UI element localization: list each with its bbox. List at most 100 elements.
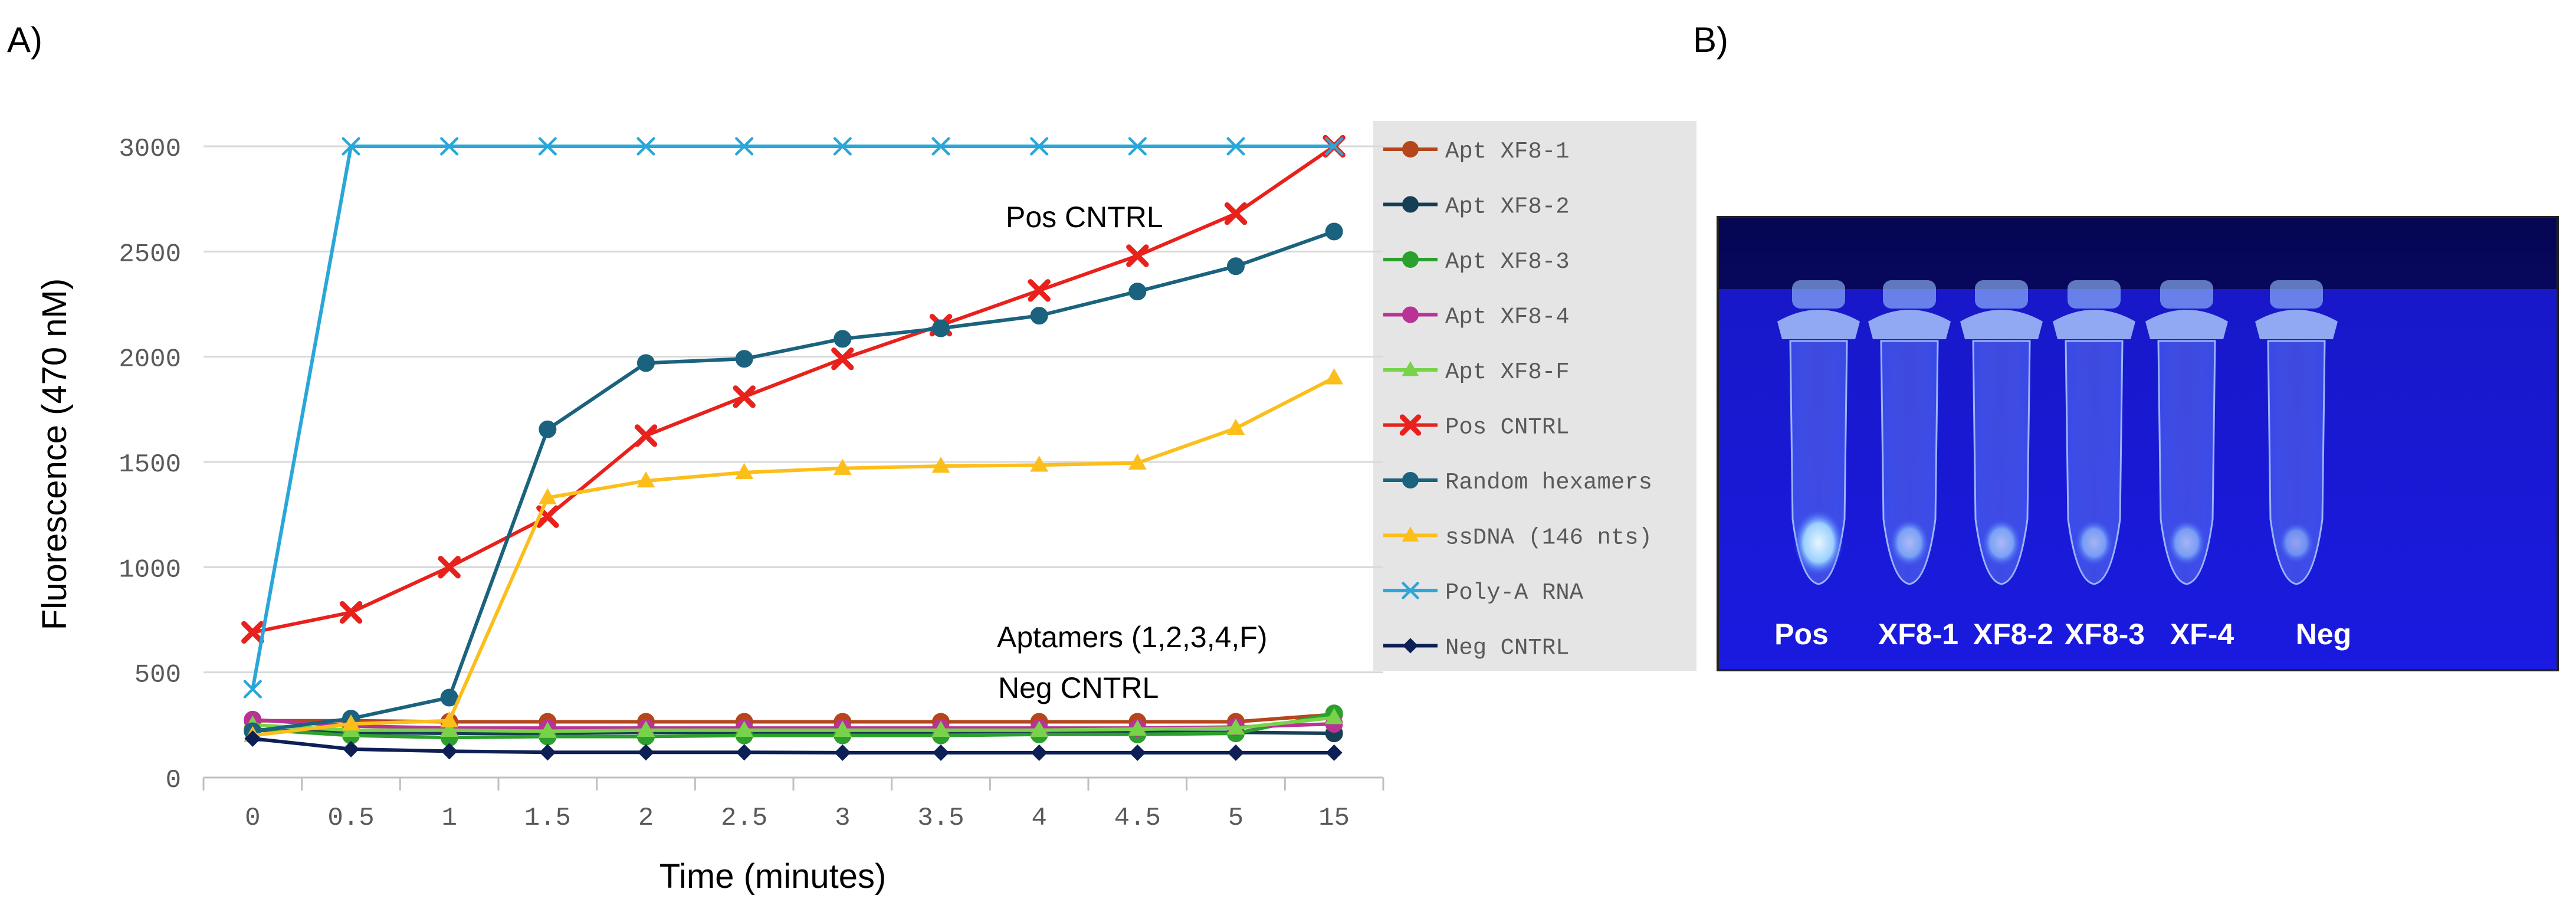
data-point <box>736 744 753 761</box>
tube-label: XF8-3 <box>2065 618 2145 651</box>
tube <box>2053 280 2135 585</box>
y-tick-label: 0 <box>166 766 181 795</box>
panel-b-label: B) <box>1693 20 1728 60</box>
tube-labels: Pos XF8-1 XF8-2 XF8-3 XF-4 Neg <box>1774 618 2351 651</box>
tube-row <box>1777 280 2338 585</box>
data-point <box>833 137 852 156</box>
tube <box>2145 280 2228 585</box>
data-point <box>244 730 261 747</box>
series-line <box>252 737 1334 755</box>
series-line <box>252 376 1335 737</box>
data-point <box>241 621 264 644</box>
tube-lid <box>2068 280 2121 309</box>
tube-body <box>2267 340 2326 585</box>
data-point <box>933 744 949 761</box>
data-point <box>1126 244 1149 267</box>
legend-swatch-marker <box>1402 141 1419 158</box>
data-point <box>441 743 458 760</box>
tube-pellet-glow <box>1890 519 1929 566</box>
x-tick-label: 1 <box>441 804 457 833</box>
line-chart: 0 500 1000 1500 2000 2500 3000 0 0.5 1 1.5 2 2.5 3 3.… <box>35 121 1696 896</box>
legend-entry: ssDNA (146 nts) <box>1383 525 1652 551</box>
tube-lid <box>2160 280 2213 309</box>
data-point <box>834 744 851 761</box>
data-point <box>1129 744 1146 761</box>
data-point <box>638 744 654 761</box>
tube-label: Pos <box>1774 618 1829 651</box>
data-point <box>735 720 754 737</box>
tube-pellet-glow <box>2279 522 2314 563</box>
data-point <box>636 137 655 156</box>
series-pos-cntrl <box>241 135 1346 644</box>
data-point <box>931 720 950 737</box>
data-point <box>1030 720 1049 737</box>
data-point <box>440 720 459 737</box>
data-point <box>1325 137 1344 156</box>
data-point <box>1325 744 1343 761</box>
tube-cap <box>2053 310 2135 339</box>
data-point <box>343 740 359 757</box>
data-point <box>735 350 753 368</box>
legend-swatch-marker <box>1399 414 1422 436</box>
data-point <box>342 137 360 156</box>
x-tick-label: 3.5 <box>917 804 964 833</box>
y-tick-labels: 0 500 1000 1500 2000 2500 3000 <box>119 135 181 795</box>
legend-swatch-marker <box>1402 472 1419 488</box>
data-point <box>1226 137 1245 156</box>
data-point <box>1325 222 1343 241</box>
data-point <box>440 688 458 707</box>
tube-pellet-glow <box>2075 520 2113 566</box>
series-line <box>252 711 1335 740</box>
legend-entry: Pos CNTRL <box>1383 414 1570 441</box>
data-point <box>1031 744 1048 761</box>
legend-entry: Poly-A RNA <box>1383 580 1584 606</box>
data-point <box>342 714 360 731</box>
legend-label: Apt XF8-1 <box>1445 139 1570 165</box>
data-point <box>1030 455 1049 472</box>
series-line <box>252 728 1334 736</box>
data-point <box>539 420 557 438</box>
data-point <box>1325 368 1344 385</box>
data-point <box>833 720 852 737</box>
data-point <box>1228 744 1244 761</box>
legend-label: Neg CNTRL <box>1445 635 1570 661</box>
y-tick-label: 2500 <box>119 240 181 269</box>
legend-swatch-marker <box>1402 582 1419 599</box>
series-apt-xf8-f <box>243 708 1344 738</box>
tube-cap <box>1868 310 1951 339</box>
tube-body <box>2065 340 2124 585</box>
legend-swatch-marker <box>1402 361 1419 376</box>
legend-label: Apt XF8-2 <box>1445 194 1570 220</box>
y-tick-label: 500 <box>134 661 181 690</box>
x-tick-label: 3 <box>835 804 850 833</box>
tube-cap <box>2255 310 2338 339</box>
x-tick-label: 2 <box>638 804 654 833</box>
x-tick-label: 4.5 <box>1114 804 1161 833</box>
data-point <box>1226 418 1245 435</box>
data-point <box>833 458 852 475</box>
legend-entry: Neg CNTRL <box>1383 635 1570 661</box>
panel-a-label: A) <box>7 20 42 60</box>
data-point <box>1325 708 1344 724</box>
tube-label: XF8-2 <box>1973 618 2053 651</box>
data-point <box>438 556 461 579</box>
legend-label: Apt XF8-F <box>1445 359 1570 385</box>
tube-pellet-glow <box>1982 519 2021 566</box>
x-tick-labels: 0 0.5 1 1.5 2 2.5 3 3.5 4 4.5 5 15 <box>245 804 1350 833</box>
tube-lid <box>2270 280 2323 309</box>
legend-entry: Random hexamers <box>1383 470 1652 496</box>
legend-label: Pos CNTRL <box>1445 415 1570 441</box>
data-point <box>1128 283 1147 301</box>
legend-label: Apt XF8-4 <box>1445 304 1570 330</box>
data-point <box>538 721 557 738</box>
tube-label: XF8-1 <box>1878 618 1958 651</box>
y-tick-label: 3000 <box>119 135 181 164</box>
photo-top-band <box>1719 218 2557 289</box>
legend: Apt XF8-1 Apt XF8-2 Apt XF8-3 Apt XF8-4 Apt … <box>1383 139 1652 661</box>
tube <box>1868 280 1951 585</box>
x-tick-label: 0 <box>245 804 260 833</box>
series-neg-cntrl <box>244 730 1343 761</box>
annotation-pos-cntrl: Pos CNTRL <box>1006 201 1163 234</box>
tube-pellet-glow <box>1794 510 1843 575</box>
series-ssdna-146-nts <box>243 368 1344 742</box>
